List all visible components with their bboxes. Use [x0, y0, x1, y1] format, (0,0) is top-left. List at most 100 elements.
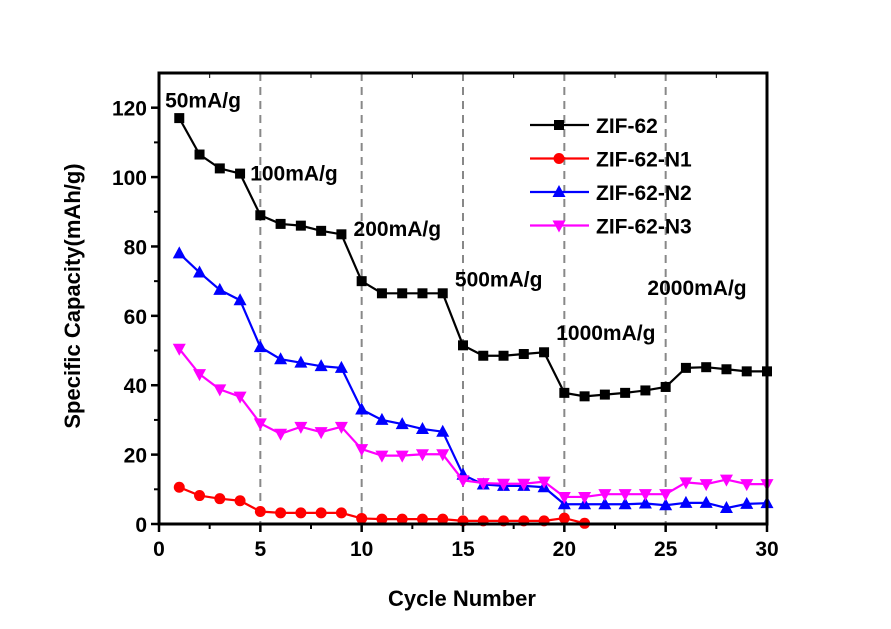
data-point [334, 360, 348, 373]
data-point [193, 265, 207, 278]
data-point [253, 340, 267, 353]
data-point [295, 220, 306, 231]
data-point [314, 359, 328, 372]
data-point [618, 497, 632, 510]
data-point [233, 293, 247, 306]
data-point [294, 421, 308, 434]
y-tick-label: 80 [124, 236, 147, 259]
data-point [316, 225, 327, 236]
data-point [355, 444, 369, 457]
x-tick-label: 5 [254, 538, 266, 561]
data-point [417, 288, 428, 299]
data-point [172, 343, 186, 356]
data-point [558, 512, 570, 524]
y-tick-label: 0 [135, 514, 147, 537]
data-point [721, 364, 732, 375]
legend: ZIF-62 ZIF-62-N1 ZIF-62-N2 ZIF-62-N3 [530, 115, 692, 239]
data-point [255, 210, 266, 221]
data-point [295, 507, 307, 519]
legend-marker [553, 153, 565, 164]
legend-marker [552, 220, 566, 233]
data-point [397, 288, 408, 299]
data-point [234, 495, 246, 507]
data-point [334, 421, 348, 434]
data-point [356, 276, 367, 287]
data-point [294, 355, 308, 368]
data-point [415, 421, 429, 434]
data-point [254, 506, 266, 518]
data-point [701, 362, 712, 373]
data-point [476, 478, 490, 491]
data-point [599, 389, 610, 400]
y-tick-label: 60 [124, 306, 147, 329]
rate-separator-lines [259, 73, 667, 524]
data-point [699, 495, 713, 508]
data-point [638, 489, 652, 502]
data-point [436, 449, 450, 462]
data-point [559, 387, 570, 398]
data-point [376, 513, 388, 525]
legend-item-zif-62-n3: ZIF-62-N3 [530, 216, 692, 239]
data-point [194, 490, 206, 502]
data-point [518, 349, 529, 360]
data-point [174, 113, 185, 124]
data-point [579, 391, 590, 402]
x-tick-label: 0 [153, 538, 165, 561]
series-zif-62-n2 [172, 246, 774, 514]
data-point [172, 246, 186, 259]
data-point [436, 424, 450, 437]
data-point [253, 418, 267, 431]
data-point [741, 366, 752, 377]
data-point [437, 288, 448, 299]
x-tick-label: 15 [451, 538, 475, 561]
legend-item-zif-62-n2: ZIF-62-N2 [530, 182, 692, 205]
legend-marker [554, 120, 564, 130]
data-point [679, 495, 693, 508]
legend-marker [552, 185, 566, 197]
legend-item-zif-62-n1: ZIF-62-N1 [530, 149, 692, 172]
data-point [557, 491, 571, 504]
data-point [395, 450, 409, 463]
data-point [275, 218, 286, 229]
x-axis-title: Cycle Number [388, 586, 536, 611]
legend-item-zif-62: ZIF-62 [530, 115, 658, 138]
x-tick-label: 20 [553, 538, 576, 561]
data-point [456, 475, 470, 488]
data-point [214, 163, 225, 174]
data-point [537, 476, 551, 489]
data-point [740, 496, 754, 509]
data-point [740, 479, 754, 492]
y-tick-label: 40 [124, 375, 147, 398]
legend-label: ZIF-62-N1 [596, 149, 692, 172]
data-point [355, 402, 369, 415]
data-point [235, 168, 246, 179]
data-point [719, 474, 733, 487]
data-point [416, 513, 428, 525]
data-point [478, 350, 489, 361]
data-point [396, 513, 408, 525]
data-point [659, 498, 673, 511]
data-point [314, 427, 328, 440]
data-point [437, 513, 449, 525]
data-point [395, 417, 409, 430]
data-point [659, 489, 673, 502]
x-tick-label: 30 [755, 538, 778, 561]
data-point [315, 507, 327, 519]
data-point [415, 449, 429, 462]
data-point [356, 512, 368, 524]
series-layer [172, 113, 774, 529]
data-point [173, 481, 185, 493]
data-point [194, 149, 205, 160]
data-point [498, 350, 509, 361]
data-point [638, 496, 652, 509]
data-point [497, 478, 511, 491]
data-point [375, 412, 389, 425]
data-point [679, 477, 693, 490]
axes: 0 5 10 15 20 25 30 0 20 40 60 80 100 120 [112, 71, 779, 561]
annotation-label: 50mA/g [165, 90, 241, 113]
series-line [178, 348, 767, 499]
annotation-label: 100mA/g [250, 163, 338, 186]
legend-label: ZIF-62 [596, 115, 658, 138]
data-point [618, 489, 632, 502]
